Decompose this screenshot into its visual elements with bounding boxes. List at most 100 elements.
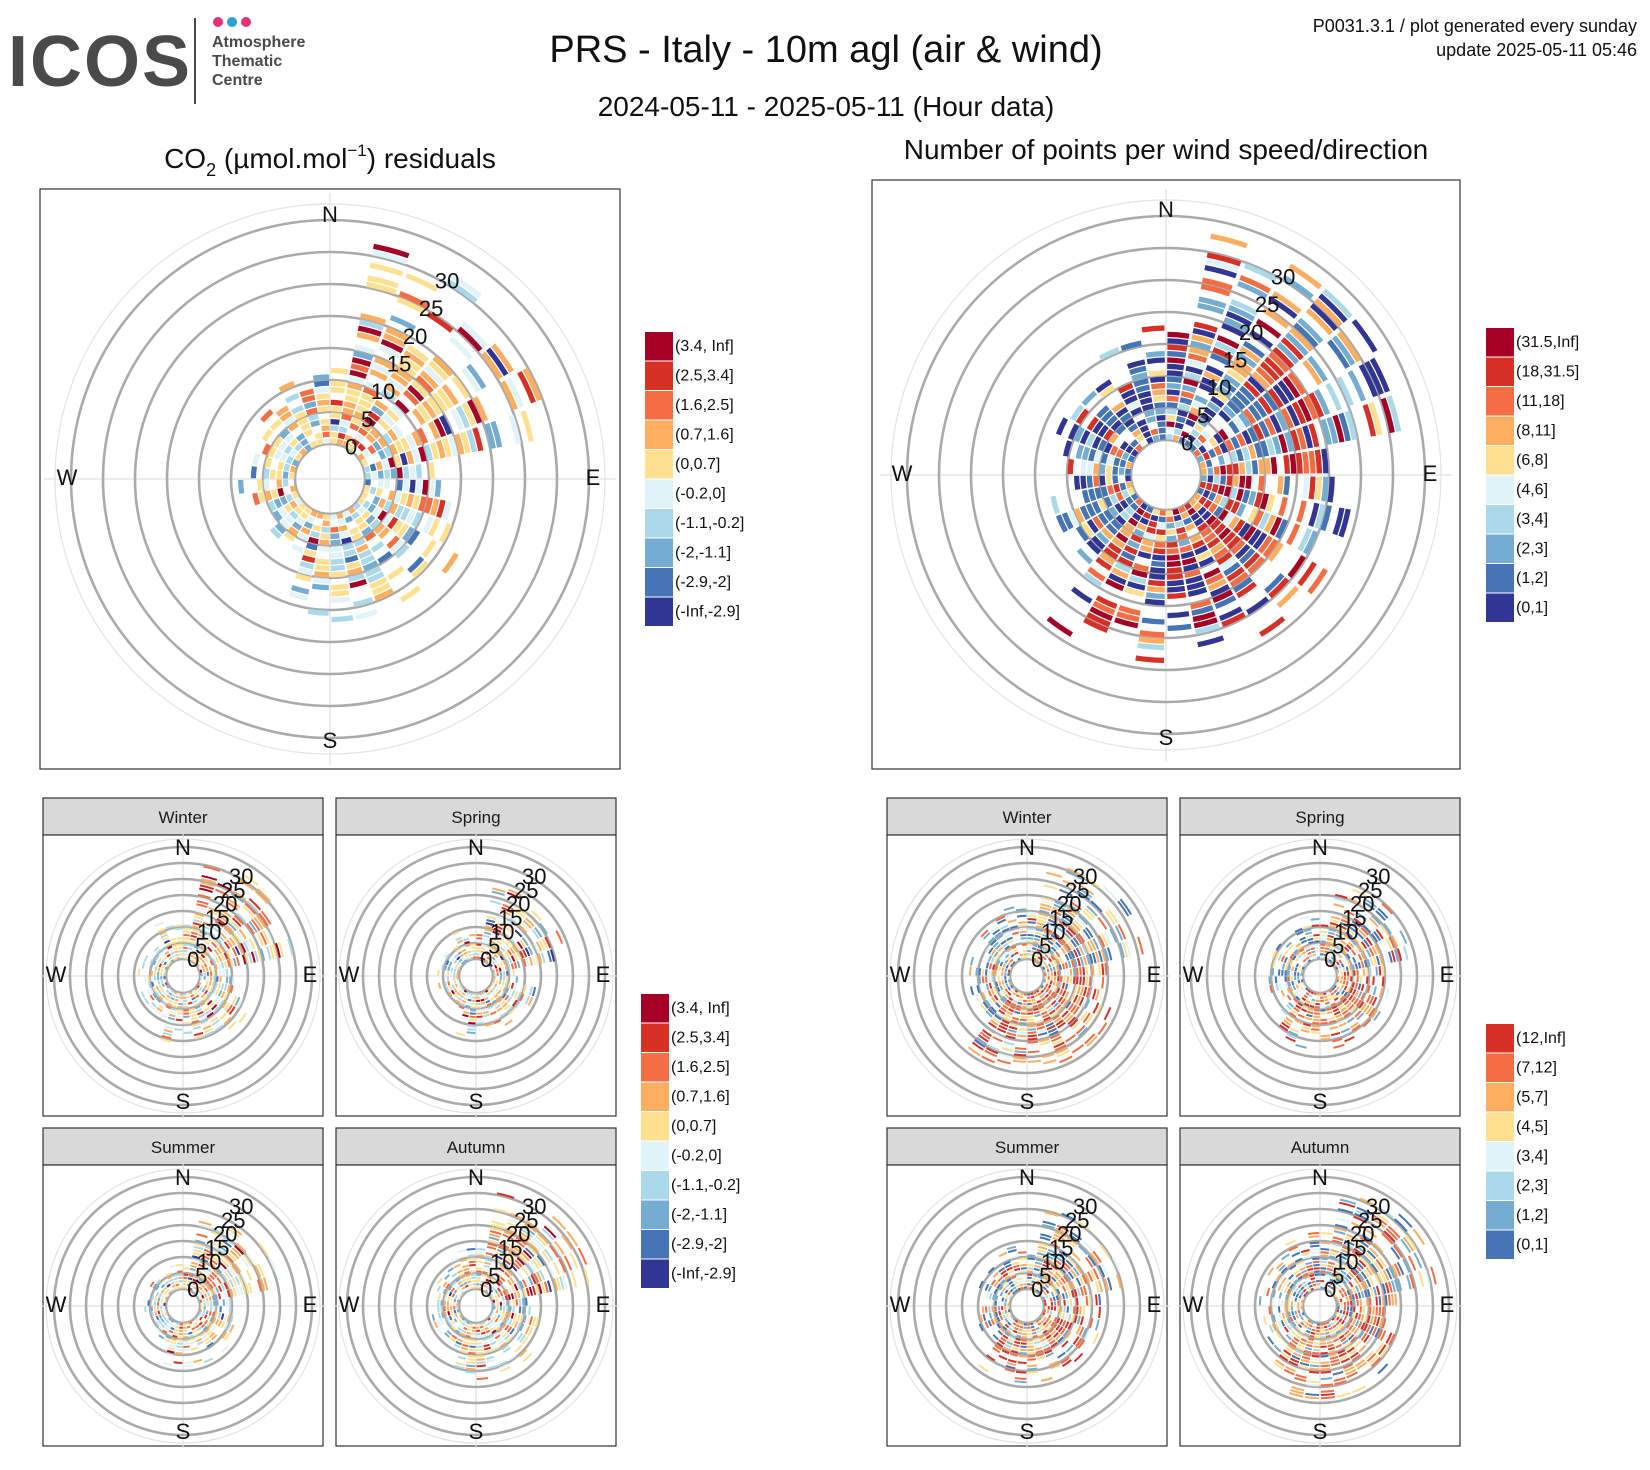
heat-cell (988, 1312, 993, 1319)
heat-cell (1307, 1281, 1312, 1286)
heat-cell (1297, 953, 1303, 959)
speed-tick-label: 5 (1039, 933, 1051, 958)
heat-cell (1006, 1031, 1017, 1037)
heat-cell (476, 1286, 480, 1289)
heat-cell (470, 1273, 476, 1277)
heat-cell (991, 976, 994, 982)
heat-cell (1001, 971, 1004, 976)
heat-cell (206, 999, 213, 1006)
heat-cell (1070, 1231, 1083, 1241)
heat-cell (484, 1289, 489, 1293)
heat-cell (199, 930, 207, 936)
heat-cell (1181, 384, 1197, 394)
heat-cell (482, 1010, 489, 1015)
heat-cell (1213, 466, 1220, 475)
speed-ring-minor (338, 838, 614, 1114)
heat-cell (562, 1275, 568, 1290)
heat-cell (1069, 1306, 1073, 1314)
heat-cell (1358, 943, 1365, 951)
heat-cell (485, 1255, 494, 1260)
heat-cell (1006, 1340, 1013, 1346)
heat-cell (491, 966, 495, 970)
heat-cell (1033, 991, 1037, 995)
heat-cell (1373, 1011, 1381, 1021)
heat-cell (1354, 982, 1359, 989)
heat-cell (1043, 969, 1047, 973)
heat-cell (1065, 1014, 1074, 1023)
speed-ring-minor (889, 838, 1165, 1114)
heat-cell (168, 1329, 174, 1334)
heat-cell (990, 988, 995, 996)
heat-cell (165, 1335, 172, 1340)
heat-cell (979, 1002, 987, 1011)
heat-cell (1047, 1269, 1054, 1276)
heat-cell (169, 1264, 176, 1269)
heat-cell (528, 1306, 531, 1315)
heat-cell (1348, 981, 1352, 987)
heat-cell (1340, 976, 1343, 980)
heat-cell (1300, 939, 1308, 944)
heat-cell (1297, 972, 1300, 976)
heat-cell (1136, 522, 1147, 532)
speed-tick-label: 5 (1039, 1263, 1051, 1288)
heat-cell (1061, 1312, 1066, 1319)
heat-cell (1042, 1286, 1047, 1291)
heat-cell (173, 1287, 177, 1291)
heat-cell (1166, 554, 1180, 561)
heat-cell (471, 950, 476, 953)
heat-cell (442, 437, 452, 458)
heat-cell (476, 1326, 480, 1329)
heat-cell (218, 999, 225, 1007)
heat-cell (442, 1317, 447, 1324)
heat-cell (203, 1248, 214, 1255)
heat-cell (1303, 1283, 1308, 1288)
heat-cell (1201, 468, 1207, 475)
heat-cell (1033, 941, 1039, 945)
heat-cell (183, 1329, 188, 1332)
heat-cell (206, 1301, 209, 1306)
heat-cell (1027, 1342, 1034, 1345)
speed-tick-label: 5 (488, 1263, 500, 1288)
heat-cell (147, 1300, 150, 1306)
speed-ring (1237, 1223, 1403, 1389)
heat-cell (1060, 947, 1066, 955)
heat-cell (1345, 1368, 1357, 1376)
heat-cell (1239, 548, 1256, 565)
heat-cell (519, 993, 525, 1002)
heat-cell (1331, 1291, 1335, 1295)
heat-cell (1192, 400, 1205, 411)
heat-cell (228, 1306, 232, 1314)
heat-cell (1300, 1338, 1308, 1343)
heat-cell (1075, 444, 1085, 460)
heat-cell (1325, 382, 1342, 411)
speed-tick-label: 0 (1031, 947, 1043, 972)
heat-cell (378, 344, 401, 359)
heat-cell (459, 1324, 464, 1329)
heat-cell (1030, 992, 1034, 996)
heat-cell (1365, 1006, 1373, 1015)
heat-cell (1004, 959, 1009, 964)
heat-cell (469, 1015, 476, 1018)
heat-cell (1166, 541, 1178, 548)
heat-cell (1332, 1370, 1344, 1376)
heat-cell (160, 988, 165, 993)
heat-cell (1356, 1012, 1365, 1021)
heat-cell (1038, 1291, 1042, 1295)
heat-cell (1312, 1325, 1317, 1329)
heat-cell (1387, 1294, 1391, 1306)
heat-cell (1158, 516, 1166, 523)
heat-cell (998, 1354, 1008, 1361)
legend-label: (-Inf,-2.9] (675, 603, 740, 620)
heat-cell (522, 1315, 527, 1324)
heat-cell (195, 994, 200, 999)
heat-cell (482, 1337, 488, 1341)
heat-cell (415, 375, 434, 394)
heat-cell (1289, 1341, 1297, 1348)
legend-swatch (645, 568, 673, 597)
heat-cell (1305, 956, 1310, 960)
heat-cell (1320, 1286, 1324, 1289)
heat-cell (553, 1240, 565, 1255)
legend-swatch (1486, 416, 1514, 445)
heat-cell (1311, 1354, 1320, 1358)
heat-cell (1018, 921, 1027, 924)
